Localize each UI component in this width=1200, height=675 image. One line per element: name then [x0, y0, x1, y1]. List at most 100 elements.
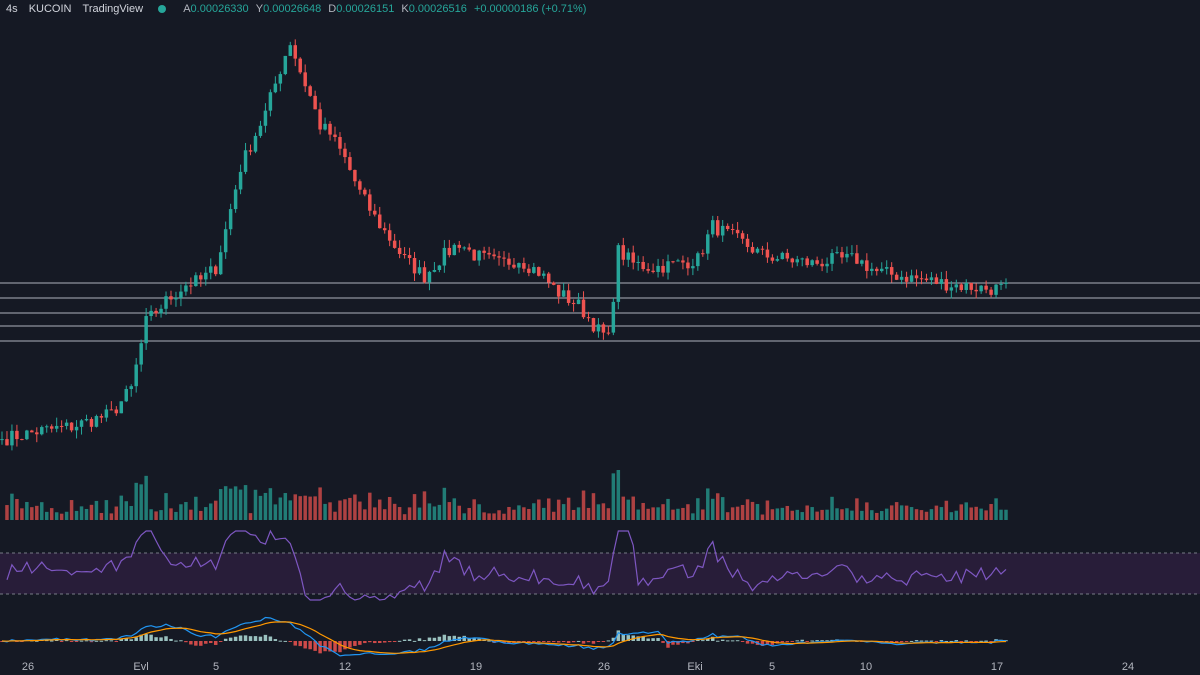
macd-histogram-bar [308, 641, 312, 650]
volume-bar [487, 513, 491, 520]
macd-histogram-bar [795, 640, 799, 642]
macd-histogram-bar [522, 641, 526, 642]
candle-body [482, 250, 486, 253]
candle-body [775, 259, 780, 261]
volume-bar [606, 508, 611, 520]
x-axis: 26 Evl 5 12 19 26 Eki 5 10 17 24 [22, 661, 1134, 673]
volume-bar [1004, 509, 1008, 520]
candle-body [755, 248, 760, 253]
macd-histogram-bar [412, 640, 417, 642]
candle-body [914, 275, 919, 279]
x-tick-label: 19 [470, 661, 482, 673]
volume-bar [402, 514, 407, 520]
volume-bar [417, 507, 422, 520]
candle-body [780, 252, 785, 260]
candle-body [855, 253, 859, 264]
macd-histogram-bar [139, 634, 143, 641]
volume-bar [442, 487, 447, 520]
macd-histogram-bar [929, 640, 934, 642]
volume-bar [412, 494, 417, 520]
volume-bar [884, 508, 889, 520]
volume-bar [363, 509, 367, 520]
volume-bar [333, 511, 337, 520]
candle-body [502, 257, 506, 259]
candle-body [765, 249, 770, 258]
volume-bar [497, 510, 501, 520]
x-tick-label: 5 [769, 661, 775, 673]
candle-body [199, 275, 203, 280]
volume-bar [328, 502, 332, 520]
macd-histogram-bar [571, 641, 576, 643]
candle-body [204, 272, 208, 280]
volume-bar [89, 504, 94, 520]
macd-histogram-bar [278, 640, 283, 642]
candle-body [735, 229, 740, 234]
macd-histogram-bar [432, 637, 437, 641]
volume-bar [263, 492, 268, 520]
macd-histogram-bar [740, 641, 745, 642]
volume-bar [870, 510, 874, 520]
macd-histogram-bar [959, 641, 964, 642]
candle-body [94, 416, 99, 427]
horizontal-levels [0, 282, 1200, 342]
volume-bar [313, 496, 317, 520]
x-tick-label: 24 [1122, 661, 1134, 673]
candle-body [825, 263, 829, 267]
macd-histogram-bar [984, 640, 988, 642]
macd-histogram-bar [621, 634, 626, 641]
macd-histogram-bar [333, 641, 337, 652]
candle-body [5, 439, 9, 446]
candle-body [875, 268, 879, 272]
volume-bar [512, 509, 516, 520]
volume-bar [546, 498, 551, 520]
volume-bar [397, 507, 402, 520]
volume-bar [929, 509, 934, 520]
macd-histogram-bar [889, 641, 894, 643]
macd-histogram-bar [179, 640, 183, 642]
macd-histogram-bar [313, 641, 317, 651]
macd-histogram-bar [780, 641, 785, 643]
candle-body [218, 252, 223, 275]
volume-bar [581, 490, 586, 520]
macd-histogram-bar [979, 640, 983, 642]
candle-body [845, 253, 849, 258]
macd-histogram-bar [914, 640, 919, 642]
candle-body [596, 324, 601, 332]
candle-body [15, 430, 19, 440]
interval-label[interactable]: 4s [6, 3, 18, 15]
macd-histogram-bar [74, 641, 79, 642]
volume-bar [482, 512, 486, 520]
candle-body [179, 291, 183, 298]
macd-histogram-bar [785, 641, 790, 643]
macd-histogram-bar [114, 641, 119, 642]
volume-bar [666, 498, 670, 520]
candle-body [159, 308, 163, 314]
candle-body [497, 256, 501, 258]
macd-histogram-bar [378, 641, 382, 643]
candle-body [144, 316, 148, 344]
candle-body [134, 364, 138, 387]
macd-histogram-bar [904, 641, 909, 642]
candle-body [363, 189, 367, 195]
candle-body [248, 150, 253, 152]
change-value: +0.00000186 (+0.71%) [473, 3, 587, 15]
candle-body [209, 266, 213, 273]
macd-histogram-bar [467, 637, 471, 641]
macd-histogram-bar [363, 641, 367, 644]
candle-body [894, 274, 899, 280]
candle-body [368, 194, 372, 211]
candle-body [422, 267, 427, 283]
candle-body [407, 255, 412, 259]
candle-body [432, 270, 437, 272]
volume-bar [99, 512, 104, 520]
candle-body [830, 253, 834, 264]
candle-body [293, 45, 297, 59]
macd-histogram-bar [646, 638, 650, 641]
volume-bar [44, 511, 49, 520]
volume-bar [865, 502, 869, 520]
volume-bar [422, 491, 427, 520]
candle-body [551, 282, 556, 285]
macd-histogram-bar [944, 640, 949, 642]
